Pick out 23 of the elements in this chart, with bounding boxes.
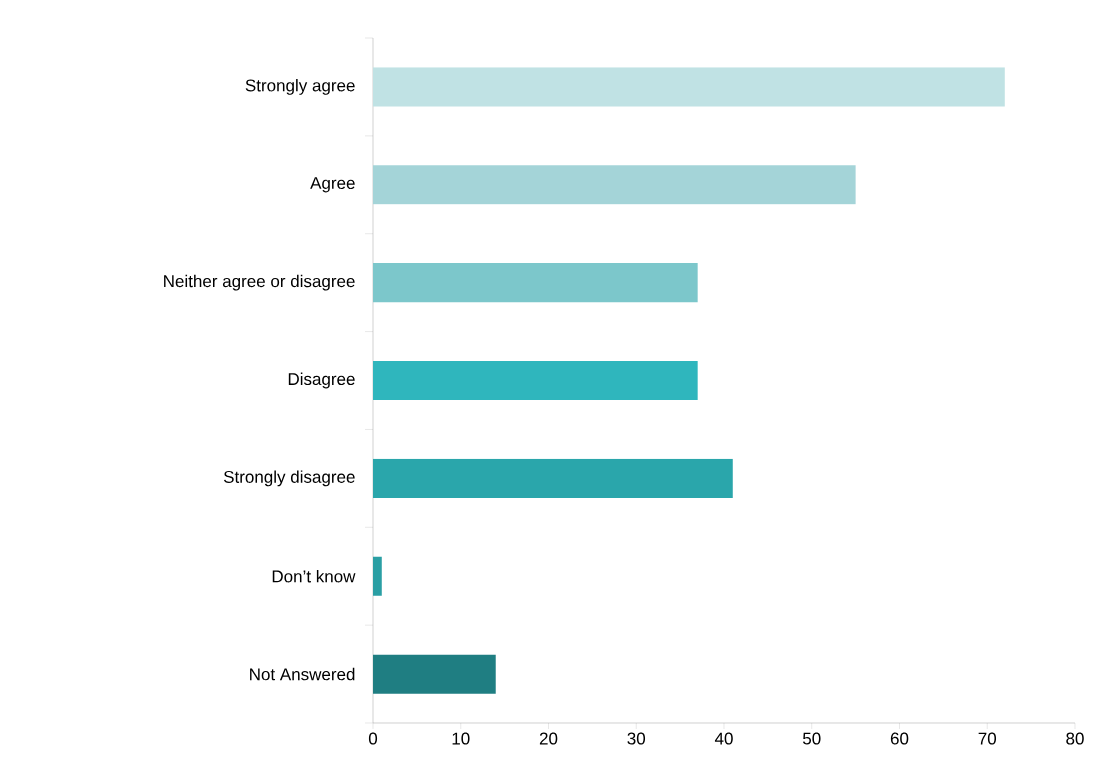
x-tick-label: 60	[890, 732, 909, 745]
x-tick-label: 70	[978, 732, 997, 745]
x-tick-label: 80	[1066, 732, 1084, 745]
bar	[373, 360, 698, 401]
x-tick-label: 40	[714, 732, 733, 745]
bar	[373, 263, 698, 303]
x-tick-label: 10	[452, 732, 470, 745]
bar	[373, 458, 733, 498]
x-tick-label: 20	[539, 732, 558, 745]
y-tick-label: Don’t know	[272, 569, 356, 583]
y-tick-label: Strongly disagree	[223, 470, 355, 487]
x-tick-label: 30	[627, 732, 646, 745]
y-tick-label: Neither agree or disagree	[164, 274, 355, 291]
bar	[373, 67, 1005, 107]
y-tick-label: Strongly agree	[245, 79, 355, 95]
bar	[373, 556, 382, 596]
x-tick-label: 50	[802, 732, 821, 745]
y-tick-label: Agree	[310, 177, 355, 193]
bar	[373, 654, 496, 694]
y-tick-label: Not Answered	[250, 667, 355, 681]
y-tick-label: Disagree	[288, 372, 355, 389]
x-tick-label: 0	[368, 732, 378, 745]
bar	[373, 165, 856, 205]
